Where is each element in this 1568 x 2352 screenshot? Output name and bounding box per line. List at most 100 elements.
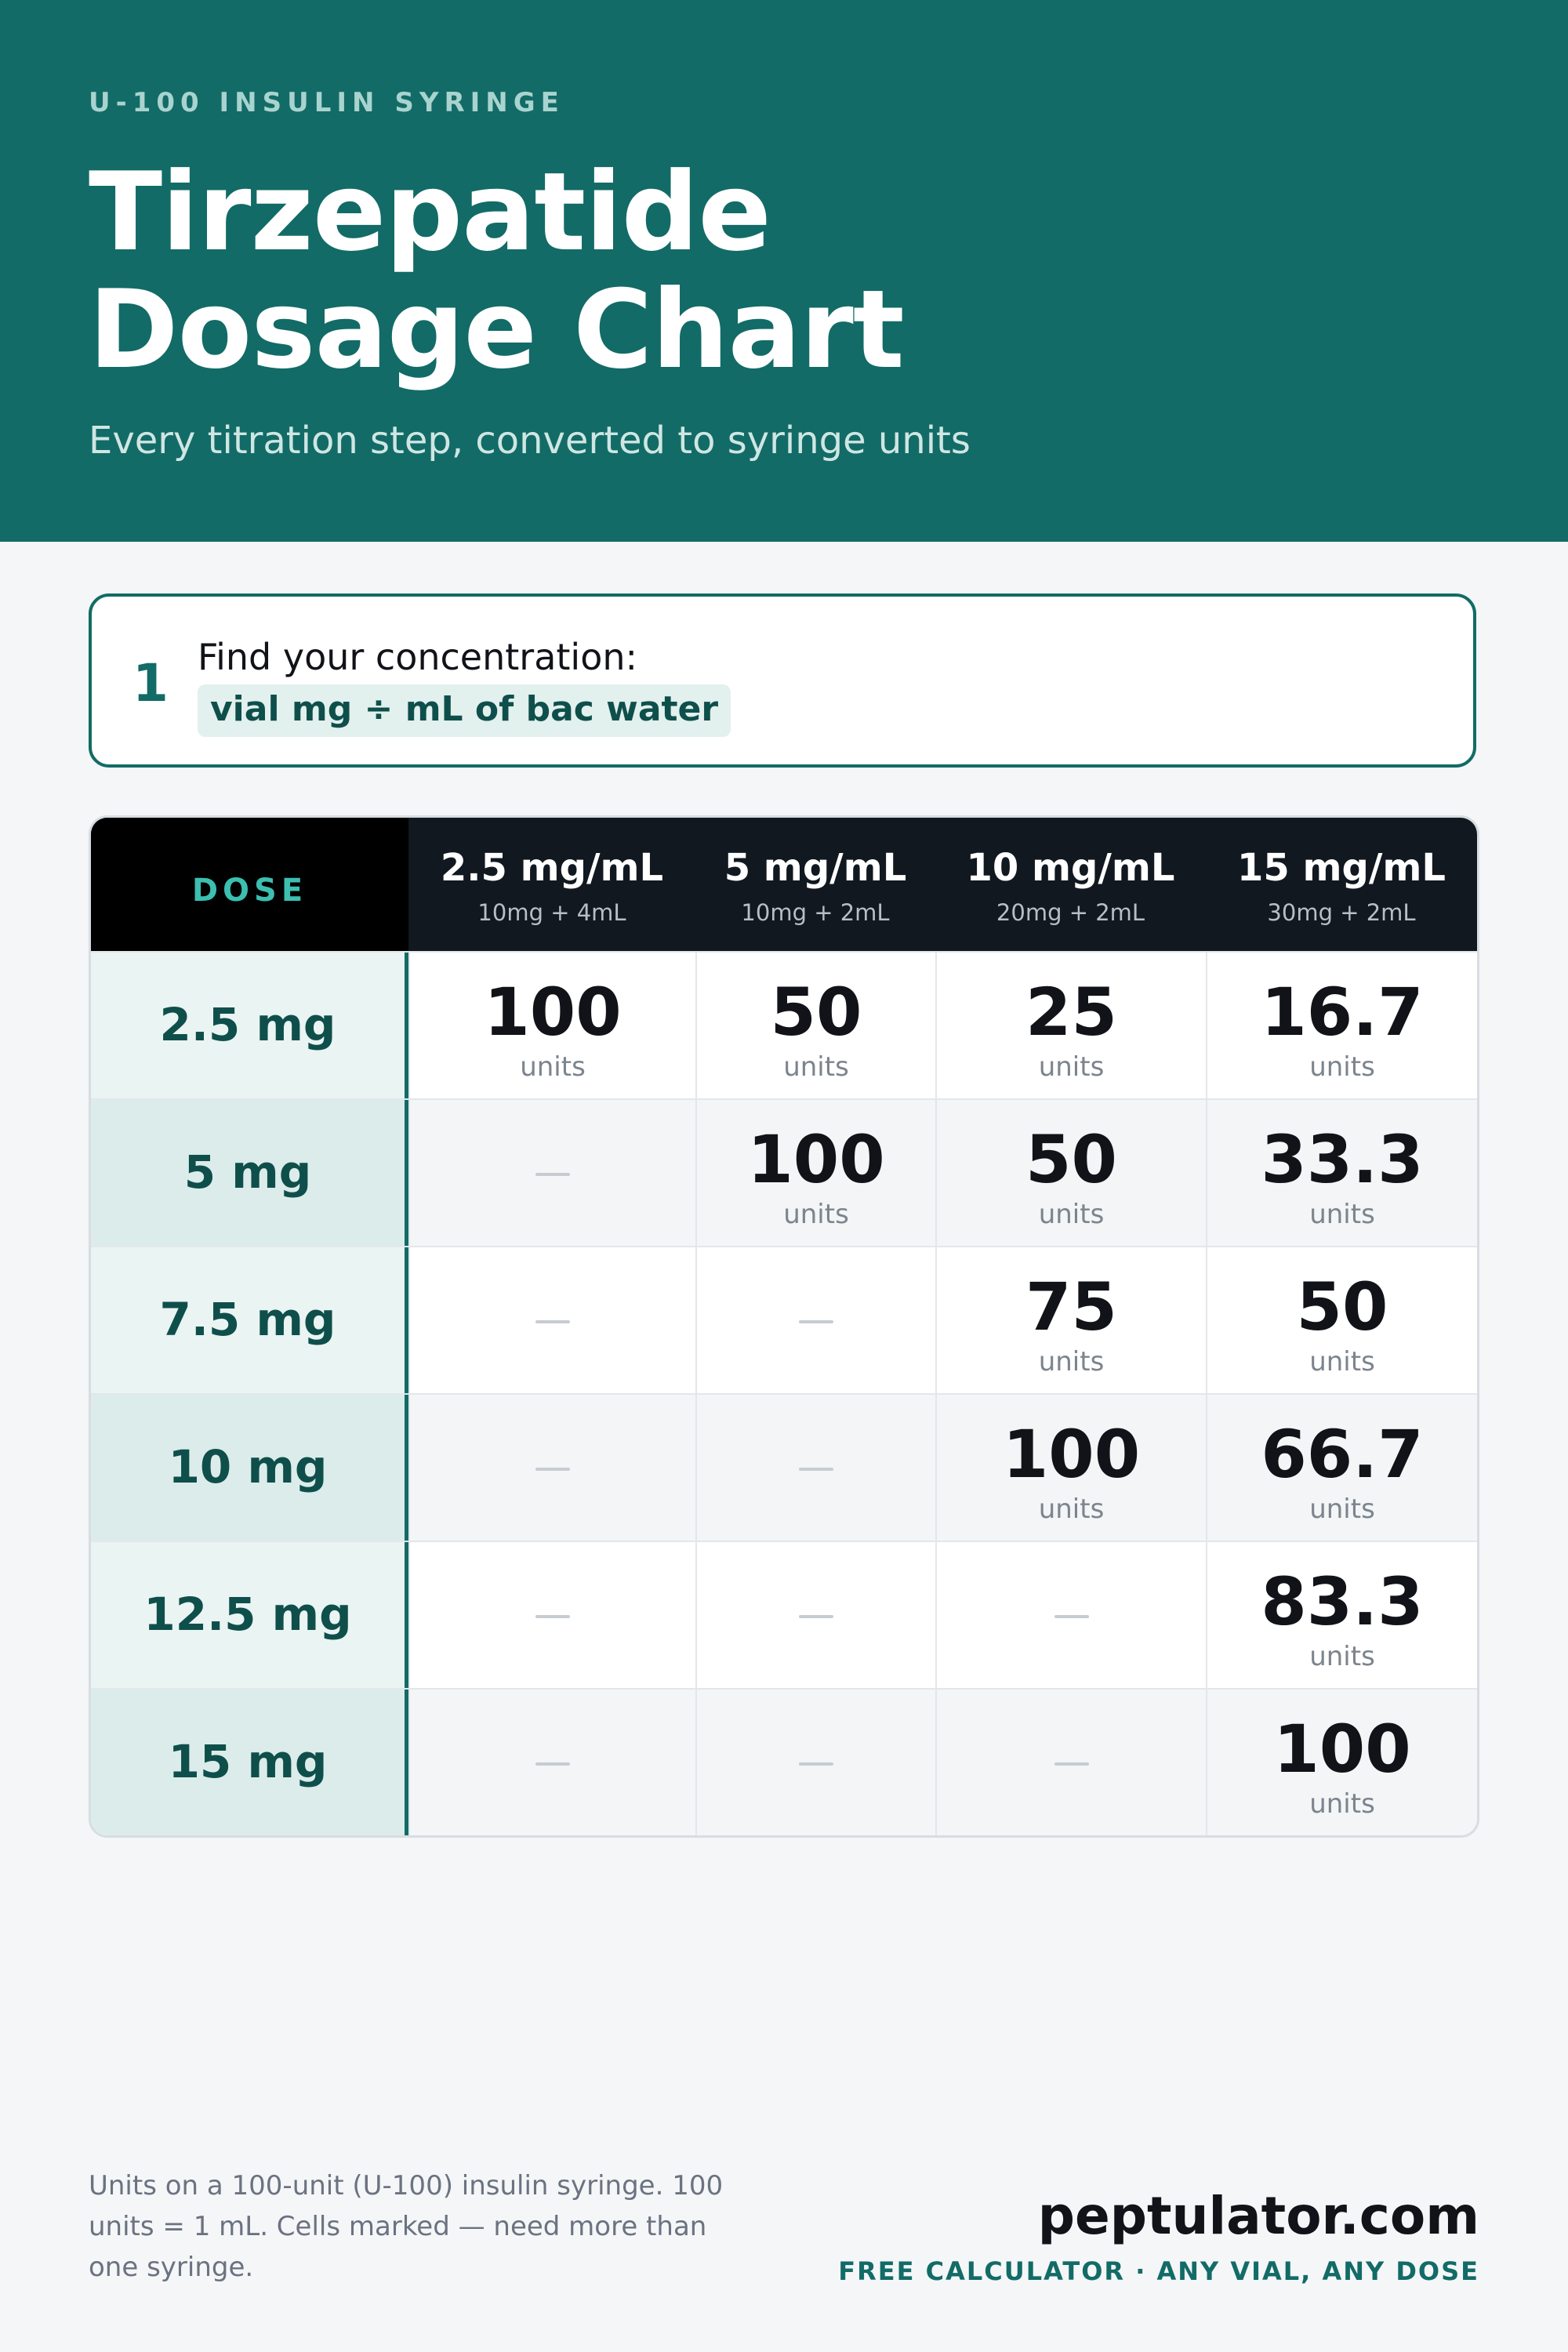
concentration-formula: vial mg ÷ mL of bac water [198,684,731,737]
not-applicable-dash [799,1762,833,1766]
units-cell: 33.3 units [1206,1100,1477,1247]
title-line-1: Tirzepatide [89,149,771,275]
units-label: units [1309,1641,1375,1672]
units-value: 50 [1025,1121,1117,1198]
not-applicable-dash [1054,1762,1089,1766]
units-value: 50 [770,974,862,1051]
not-applicable-dash [535,1320,570,1323]
not-applicable-dash [535,1173,570,1176]
units-label: units [1309,1788,1375,1820]
table-row: 10 mg 100 units 66.7 units [91,1393,1477,1542]
units-cell [408,1542,695,1690]
units-cell: 75 units [935,1247,1206,1395]
units-cell [695,1690,935,1835]
units-label: units [1309,1346,1375,1377]
units-label: units [1038,1051,1105,1083]
units-cell: 100 units [1206,1690,1477,1835]
units-cell: 100 units [695,1100,935,1247]
concentration-header: 10 mg/mL 20mg + 2mL [935,818,1206,951]
units-value: 33.3 [1261,1121,1424,1198]
units-cell [695,1395,935,1542]
dose-cell: 2.5 mg [91,953,408,1100]
concentration-header: 2.5 mg/mL 10mg + 4mL [408,818,695,951]
units-label: units [1038,1494,1105,1525]
not-applicable-dash [799,1320,833,1323]
units-value: 100 [484,974,622,1051]
dose-header-label: DOSE [191,873,308,909]
concentration-header: 15 mg/mL 30mg + 2mL [1206,818,1477,951]
concentration-label: 2.5 mg/mL [440,846,664,890]
units-value: 16.7 [1261,974,1424,1051]
mix-label: 10mg + 2mL [741,899,890,926]
units-value: 100 [1273,1711,1411,1788]
units-cell: 50 units [695,953,935,1100]
units-cell [408,1100,695,1247]
units-label: units [1038,1199,1105,1230]
dose-cell: 15 mg [91,1690,408,1835]
step-instruction: Find your concentration: [198,636,638,678]
units-label: units [1309,1494,1375,1525]
dose-cell: 12.5 mg [91,1542,408,1690]
units-label: units [783,1199,849,1230]
units-value: 25 [1025,974,1117,1051]
units-label: units [520,1051,586,1083]
units-cell: 25 units [935,953,1206,1100]
units-value: 100 [1002,1416,1141,1493]
units-label: units [1309,1199,1375,1230]
units-value: 75 [1025,1269,1117,1345]
eyebrow-label: U-100 INSULIN SYRINGE [89,87,564,118]
dose-cell: 7.5 mg [91,1247,408,1395]
table-row: 5 mg 100 units 50 units 33.3 units [91,1098,1477,1247]
units-cell [935,1690,1206,1835]
concentration-header: 5 mg/mL 10mg + 2mL [695,818,935,951]
step-number: 1 [132,653,169,713]
table-row: 12.5 mg 83.3 units [91,1541,1477,1690]
units-cell: 100 units [408,953,695,1100]
dose-cell: 10 mg [91,1395,408,1542]
units-label: units [783,1051,849,1083]
step-card: 1 Find your concentration: vial mg ÷ mL … [89,593,1476,768]
mix-label: 10mg + 4mL [477,899,626,926]
concentration-label: 15 mg/mL [1236,846,1446,890]
not-applicable-dash [535,1762,570,1766]
units-cell: 50 units [1206,1247,1477,1395]
page-title: Tirzepatide Dosage Chart [89,149,905,389]
page-subtitle: Every titration step, converted to syrin… [89,419,971,463]
units-value: 83.3 [1261,1563,1424,1640]
units-label: units [1309,1051,1375,1083]
dose-label: 5 mg [183,1145,312,1199]
units-value: 100 [747,1121,885,1198]
dose-label: 12.5 mg [143,1588,352,1641]
units-cell [408,1247,695,1395]
concentration-label: 5 mg/mL [724,846,907,890]
mix-label: 30mg + 2mL [1267,899,1416,926]
dosage-table: DOSE 2.5 mg/mL 10mg + 4mL 5 mg/mL 10mg +… [89,815,1479,1838]
mix-label: 20mg + 2mL [996,899,1145,926]
units-cell [408,1395,695,1542]
table-row: 7.5 mg 75 units 50 units [91,1246,1477,1395]
units-value: 50 [1296,1269,1388,1345]
table-row: 15 mg 100 units [91,1688,1477,1835]
units-cell: 66.7 units [1206,1395,1477,1542]
brand-link[interactable]: peptulator.com [1037,2186,1479,2246]
header-banner: U-100 INSULIN SYRINGE Tirzepatide Dosage… [0,0,1568,542]
brand-tagline: FREE CALCULATOR · ANY VIAL, ANY DOSE [838,2256,1479,2286]
units-cell: 100 units [935,1395,1206,1542]
dose-label: 2.5 mg [159,998,336,1051]
not-applicable-dash [535,1468,570,1471]
dose-label: 15 mg [168,1735,328,1788]
not-applicable-dash [799,1615,833,1618]
units-value: 66.7 [1261,1416,1424,1493]
not-applicable-dash [535,1615,570,1618]
units-cell [695,1542,935,1690]
units-cell [408,1690,695,1835]
dose-cell: 5 mg [91,1100,408,1247]
units-cell: 83.3 units [1206,1542,1477,1690]
table-row: 2.5 mg 100 units 50 units 25 units 16.7 units [91,951,1477,1100]
units-label: units [1038,1346,1105,1377]
footnote: Units on a 100-unit (U-100) insulin syri… [89,2170,724,2283]
not-applicable-dash [799,1468,833,1471]
dose-label: 7.5 mg [159,1293,336,1346]
units-cell [695,1247,935,1395]
concentration-label: 10 mg/mL [966,846,1175,890]
